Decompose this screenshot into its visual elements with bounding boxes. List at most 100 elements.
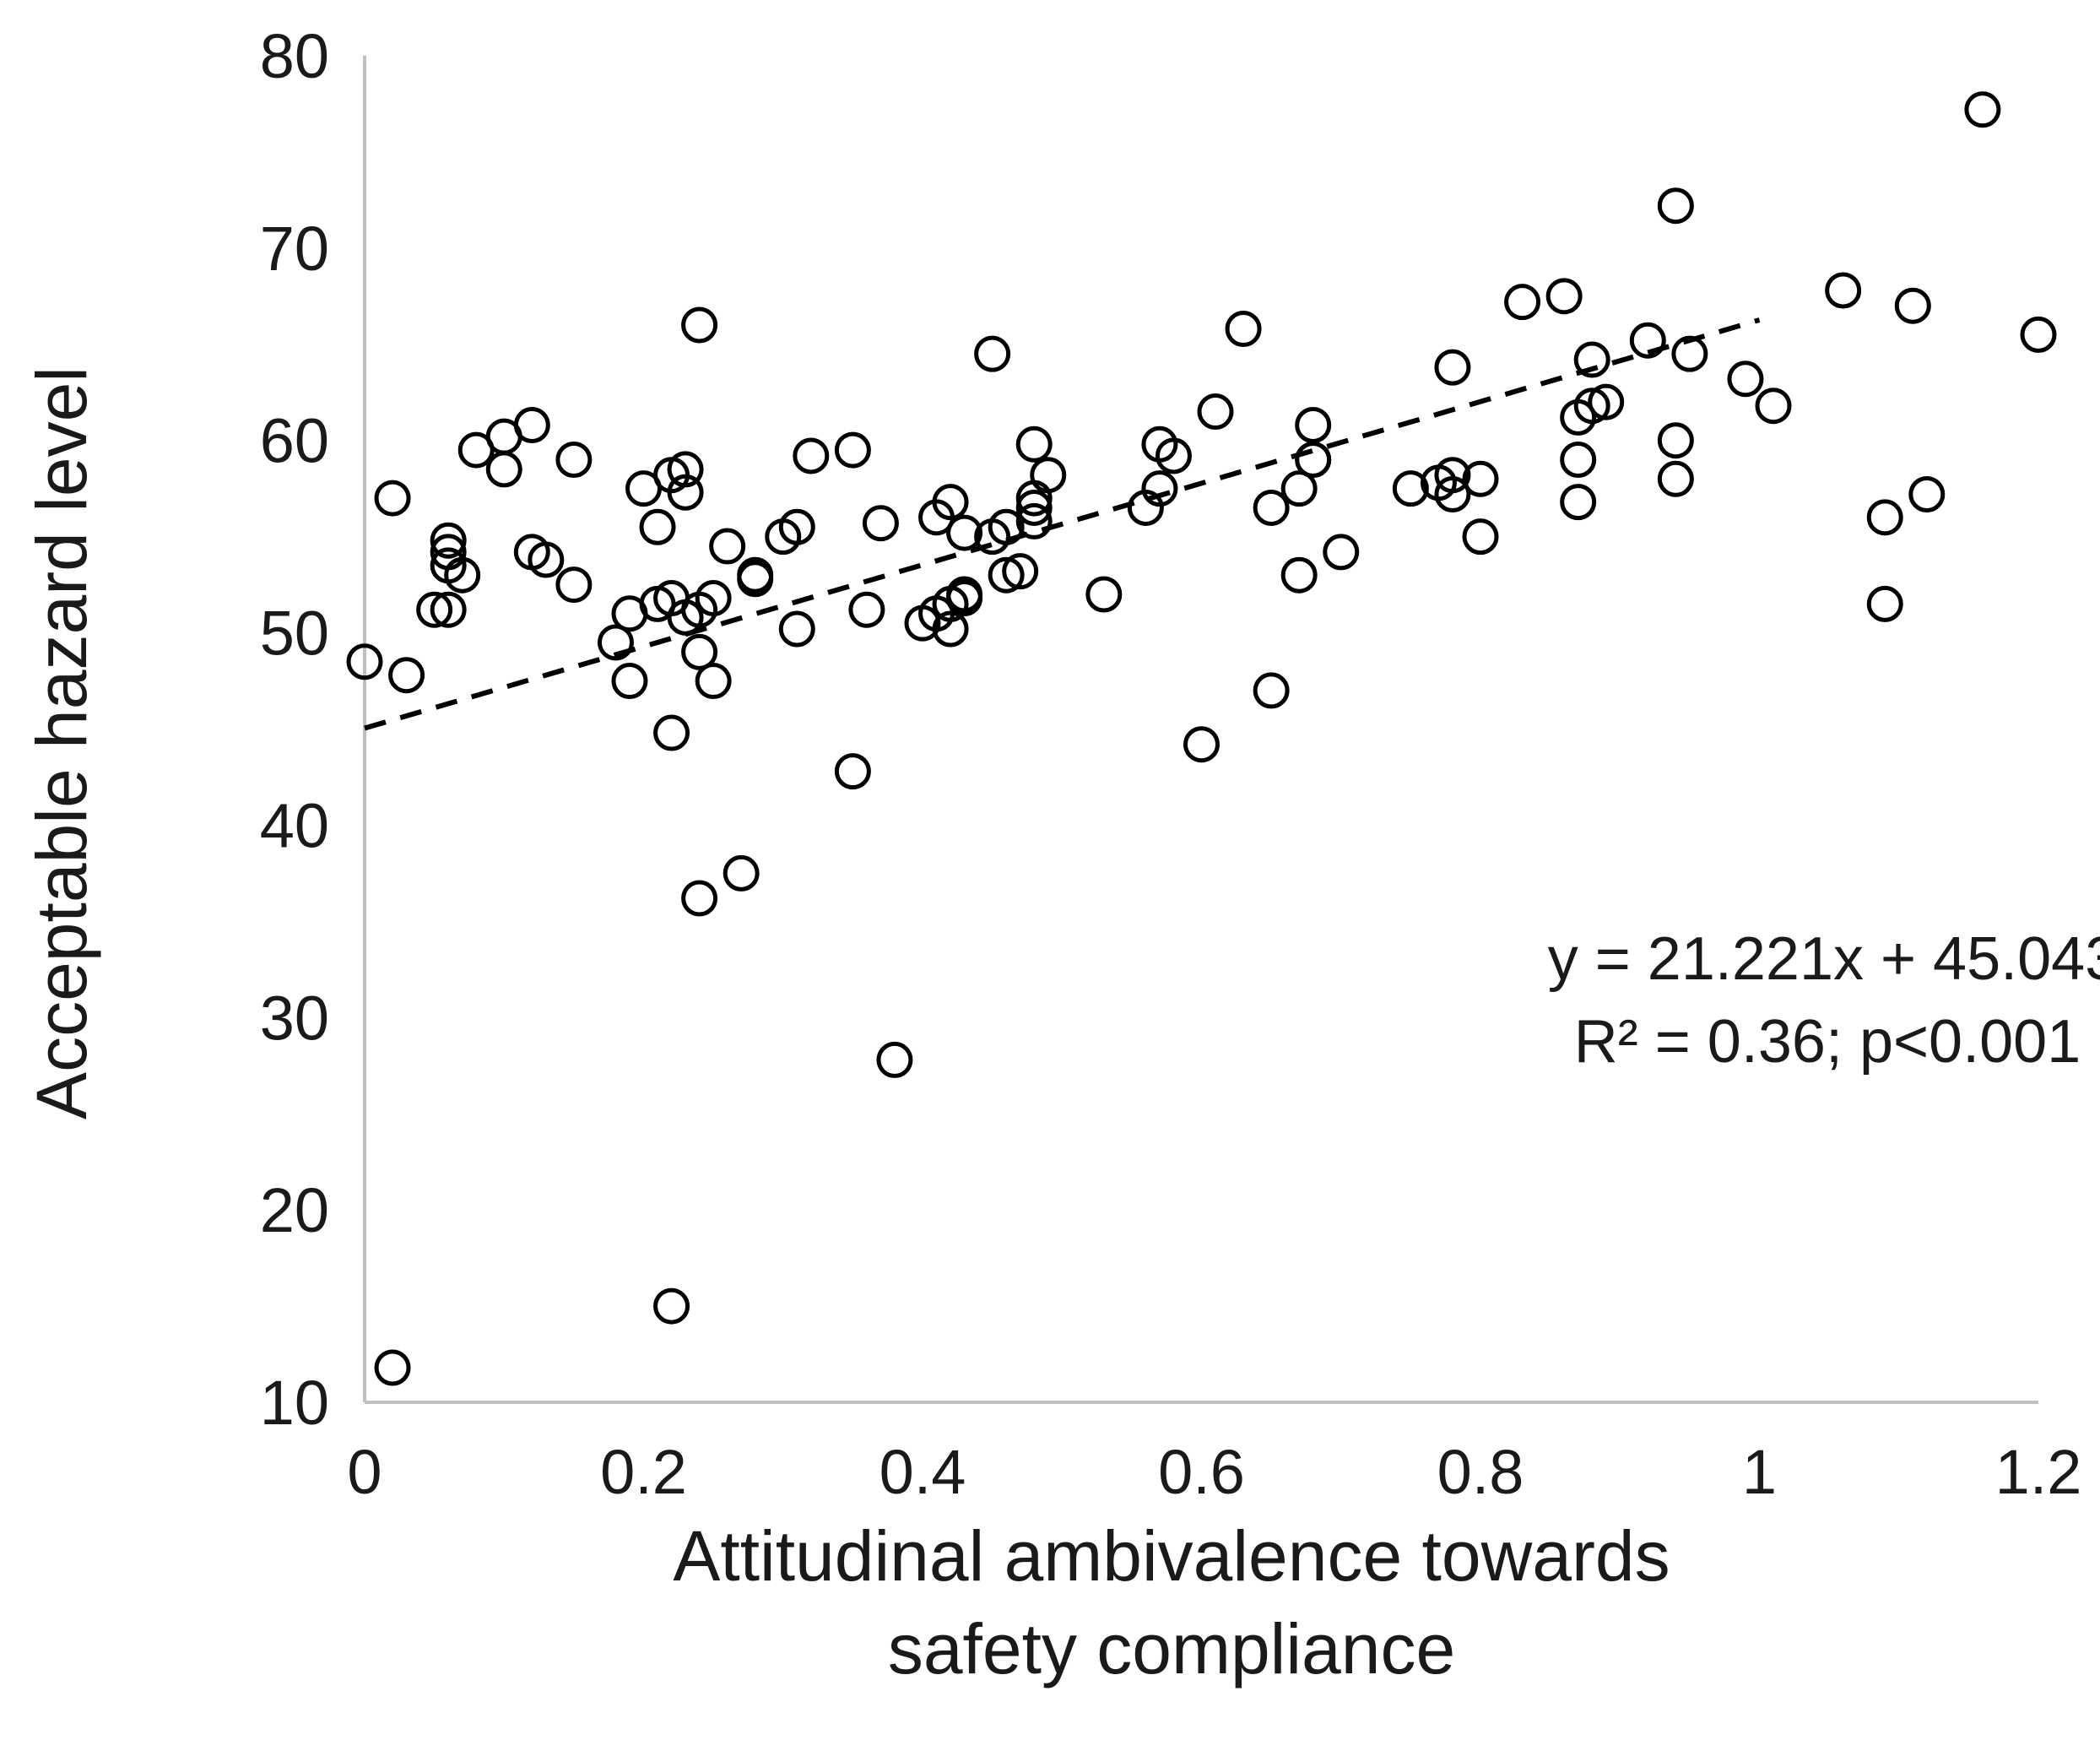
data-point: [485, 451, 522, 488]
data-point: [695, 580, 732, 617]
data-point: [1197, 393, 1234, 431]
x-tick-label: 0.2: [600, 1437, 687, 1507]
data-point: [346, 643, 383, 680]
data-point: [555, 566, 593, 604]
data-point: [988, 508, 1025, 545]
data-point: [723, 854, 760, 892]
y-tick-label: 20: [260, 1175, 329, 1245]
data-point: [1825, 272, 1862, 309]
data-point: [1392, 470, 1429, 507]
data-point: [876, 1041, 913, 1078]
data-point: [1141, 470, 1178, 507]
data-point: [1434, 457, 1471, 494]
x-tick-label: 0.4: [880, 1437, 966, 1507]
data-point: [444, 556, 481, 594]
data-point: [1030, 457, 1067, 494]
data-point: [946, 514, 983, 551]
data-point: [1560, 442, 1597, 478]
data-point: [681, 880, 718, 917]
data-point: [848, 591, 885, 628]
r-squared-label: R² = 0.36; p<0.001: [1574, 1008, 2081, 1076]
data-point: [1657, 422, 1694, 459]
data-point: [374, 1349, 411, 1386]
data-points: [346, 91, 2057, 1386]
data-point: [555, 442, 593, 478]
data-point: [1657, 187, 1694, 225]
data-point: [1434, 349, 1471, 386]
data-point: [1866, 499, 1903, 536]
data-point: [681, 306, 718, 344]
data-point: [611, 663, 648, 700]
x-tick-label: 0.8: [1437, 1437, 1524, 1507]
data-point: [653, 1287, 690, 1325]
data-point: [988, 556, 1025, 594]
data-point: [834, 753, 871, 790]
data-point: [681, 633, 718, 670]
x-tick-label: 0.6: [1158, 1437, 1245, 1507]
data-point: [778, 508, 815, 545]
data-point: [1295, 442, 1332, 478]
data-point: [1964, 91, 2001, 128]
data-point: [1894, 287, 1931, 324]
data-point: [1573, 341, 1610, 378]
data-point: [1573, 388, 1610, 425]
data-point: [653, 714, 690, 751]
data-point: [430, 591, 467, 628]
y-tick-label: 10: [260, 1368, 329, 1438]
data-point: [416, 591, 453, 628]
data-point: [932, 484, 969, 521]
data-point: [709, 528, 746, 565]
data-point: [374, 480, 411, 517]
x-axis-title-line-2: safety compliance: [888, 1609, 1455, 1689]
data-point: [737, 556, 774, 594]
data-point: [1280, 470, 1318, 507]
x-axis-title-line-1: Attitudinal ambivalence towards: [673, 1516, 1670, 1596]
data-point: [1462, 518, 1499, 556]
data-point: [1002, 553, 1039, 590]
data-point: [1085, 576, 1123, 613]
data-point: [932, 610, 969, 648]
data-point: [1015, 489, 1053, 526]
data-point: [1225, 311, 1262, 348]
data-point: [1588, 383, 1625, 420]
data-point: [1295, 406, 1332, 443]
data-point: [946, 576, 983, 613]
trend-line: [364, 317, 1761, 731]
data-point: [528, 541, 565, 578]
data-point: [1755, 388, 1792, 425]
y-tick-label: 80: [260, 21, 329, 91]
x-tick-label: 1.2: [1995, 1437, 2082, 1507]
data-point: [1253, 489, 1290, 526]
data-point: [1015, 426, 1053, 463]
y-tick-label: 60: [260, 406, 329, 476]
data-point: [513, 406, 550, 443]
data-point: [1183, 726, 1220, 763]
data-point: [1155, 437, 1192, 474]
data-point: [1629, 322, 1666, 359]
data-point: [1727, 360, 1764, 398]
data-point: [834, 431, 871, 469]
y-axis-title: Acceptable hazard level: [22, 366, 101, 1119]
data-point: [1504, 284, 1541, 321]
data-point: [793, 437, 830, 474]
data-point: [667, 451, 704, 488]
y-tick-label: 40: [260, 790, 329, 860]
data-point: [1560, 484, 1597, 521]
data-point: [974, 335, 1011, 372]
plot-area: 10 20 30 40 50 60 70 80 0 0.2 0.4 0.6 0.8 1 1.2: [260, 21, 2082, 1507]
data-point: [778, 610, 815, 648]
data-point: [1657, 460, 1694, 497]
data-point: [388, 657, 425, 694]
y-tick-label: 30: [260, 983, 329, 1053]
data-point: [667, 474, 704, 511]
y-tick-label: 50: [260, 599, 329, 669]
data-point: [1253, 672, 1290, 709]
data-point: [862, 505, 899, 542]
data-point: [639, 508, 676, 545]
data-point: [1462, 460, 1499, 497]
data-point: [1866, 585, 1903, 622]
regression-equation: y = 21.221x + 45.043: [1548, 925, 2100, 993]
y-tick-label: 70: [260, 214, 329, 284]
data-point: [1434, 476, 1471, 513]
